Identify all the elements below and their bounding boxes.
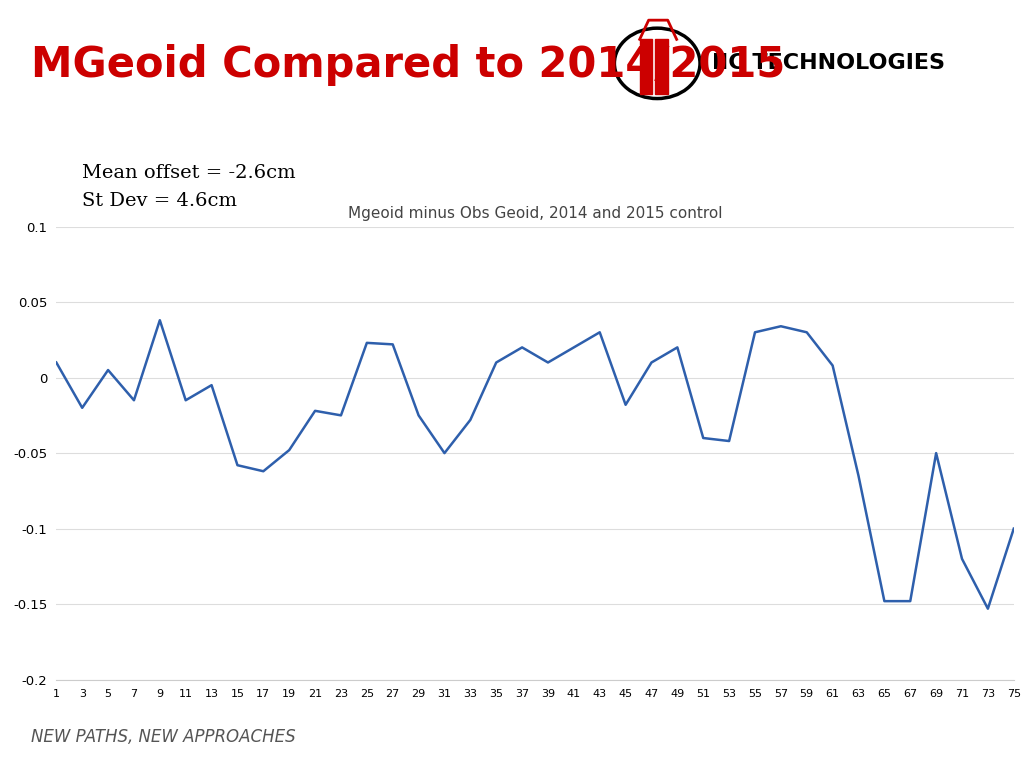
Text: MGeoid Compared to 2014/2015: MGeoid Compared to 2014/2015 — [31, 45, 785, 86]
Bar — [655, 39, 668, 94]
Bar — [640, 39, 652, 94]
Title: Mgeoid minus Obs Geoid, 2014 and 2015 control: Mgeoid minus Obs Geoid, 2014 and 2015 co… — [348, 207, 722, 221]
Text: St Dev = 4.6cm: St Dev = 4.6cm — [82, 192, 237, 210]
Text: Mean offset = -2.6cm: Mean offset = -2.6cm — [82, 164, 296, 182]
Text: NEW PATHS, NEW APPROACHES: NEW PATHS, NEW APPROACHES — [31, 728, 295, 746]
Text: IIC TECHNOLOGIES: IIC TECHNOLOGIES — [712, 53, 945, 74]
